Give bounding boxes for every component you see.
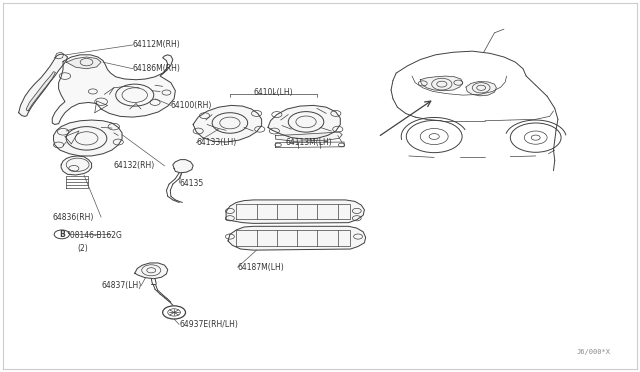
Text: J6/000*X: J6/000*X [577, 349, 611, 355]
Text: 6410L(LH): 6410L(LH) [253, 88, 293, 97]
Text: 64100(RH): 64100(RH) [171, 101, 212, 110]
Polygon shape [19, 54, 67, 116]
Text: 64837(LH): 64837(LH) [101, 281, 141, 290]
Polygon shape [173, 160, 193, 173]
Text: 64112M(RH): 64112M(RH) [133, 41, 180, 49]
Text: 64186M(RH): 64186M(RH) [133, 64, 180, 73]
Text: 64133(LH): 64133(LH) [196, 138, 237, 147]
Polygon shape [276, 132, 342, 141]
Text: 64937E(RH/LH): 64937E(RH/LH) [179, 320, 238, 329]
Polygon shape [226, 200, 364, 223]
Text: 64132(RH): 64132(RH) [114, 161, 155, 170]
Text: B: B [59, 230, 65, 239]
Polygon shape [268, 105, 340, 139]
Polygon shape [61, 156, 92, 175]
Text: 64187M(LH): 64187M(LH) [237, 263, 284, 272]
Polygon shape [228, 226, 365, 250]
Text: °08146-B162G: °08146-B162G [66, 231, 122, 240]
Polygon shape [66, 57, 101, 69]
Polygon shape [26, 72, 56, 111]
Text: 64836(RH): 64836(RH) [52, 213, 93, 222]
Polygon shape [54, 120, 122, 156]
Polygon shape [420, 76, 463, 91]
Text: 64113M(LH): 64113M(LH) [285, 138, 332, 147]
Polygon shape [135, 263, 168, 279]
Polygon shape [466, 81, 497, 96]
Polygon shape [193, 105, 262, 142]
Text: (2): (2) [77, 244, 88, 253]
Polygon shape [52, 55, 175, 125]
Text: 64135: 64135 [179, 179, 204, 187]
